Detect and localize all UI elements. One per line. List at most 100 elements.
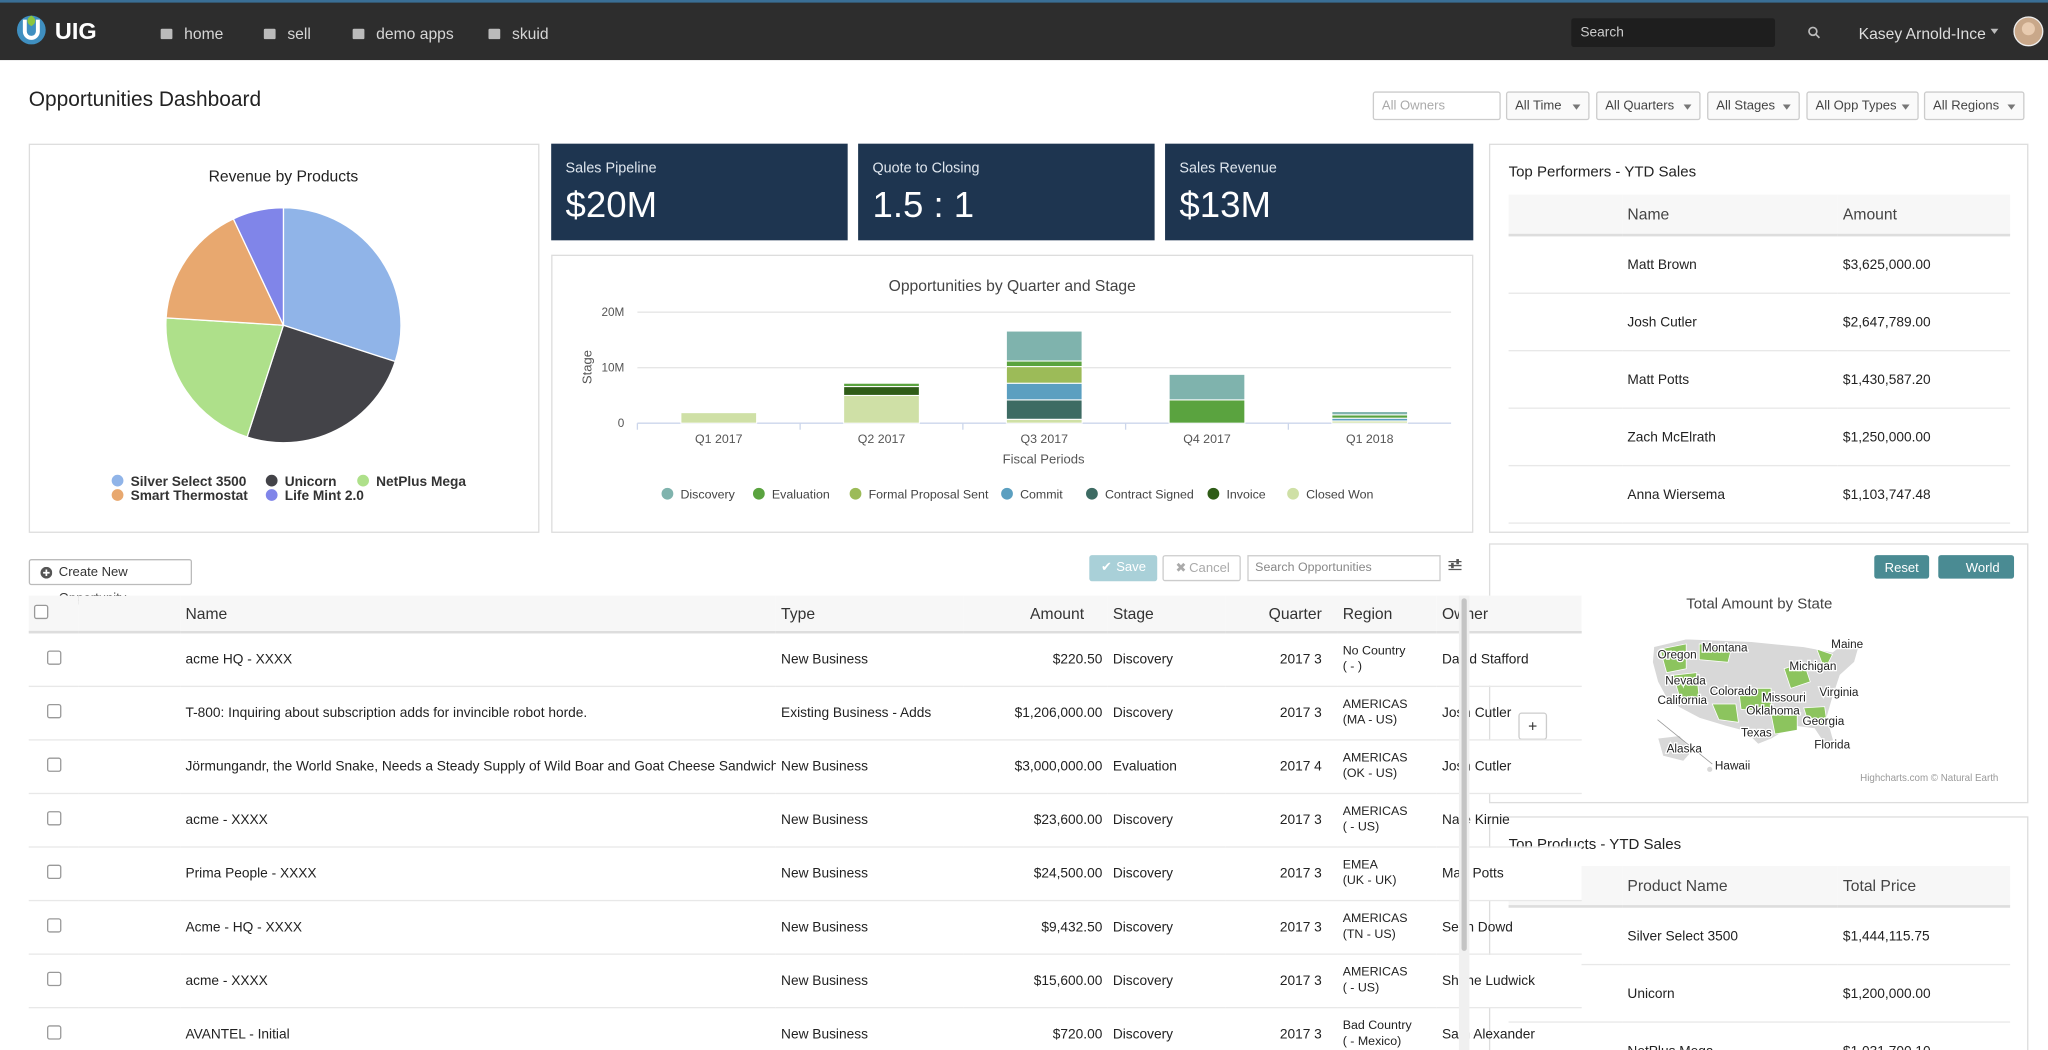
- action-cell[interactable]: [78, 632, 181, 688]
- header-cell[interactable]: Region: [1337, 595, 1437, 634]
- cell: $24,500.00: [963, 847, 1108, 902]
- filter-label: All Regions: [1933, 99, 2000, 114]
- bar-segment: [843, 394, 920, 424]
- logo-text[interactable]: UIG: [54, 18, 97, 45]
- checkbox-cell[interactable]: [28, 847, 79, 902]
- nav-label: home: [184, 24, 224, 44]
- table-row[interactable]: Anna Wiersema $1,103,747.48: [1508, 465, 2011, 524]
- table-row[interactable]: Prima People - XXXX New Business $24,500.0…: [28, 847, 1582, 902]
- legend-swatch: [1001, 487, 1013, 500]
- icon-cell: [1508, 293, 1623, 352]
- nav-item[interactable]: demo apps: [352, 24, 454, 44]
- create-button[interactable]: Create New Opportunity: [28, 559, 192, 606]
- table-row[interactable]: Josh Cutler $2,647,789.00: [1508, 293, 2011, 352]
- table-row[interactable]: Unicorn $1,200,000.00: [1508, 964, 2011, 1023]
- header-cell[interactable]: Type: [775, 595, 964, 634]
- filter[interactable]: All Owners: [1372, 91, 1501, 121]
- bar-segment: [680, 412, 758, 424]
- checkbox-cell[interactable]: [28, 632, 79, 688]
- header-label: Name: [185, 604, 228, 623]
- search-box[interactable]: Search: [1571, 18, 1776, 48]
- nav-item[interactable]: home: [160, 24, 224, 44]
- cell: $3,625,000.00: [1837, 235, 2011, 294]
- action-cell[interactable]: [78, 847, 181, 902]
- header-cell[interactable]: Quarter: [1225, 595, 1338, 634]
- cell: $220.50: [963, 632, 1108, 688]
- region-line: ( - US): [1342, 820, 1380, 835]
- user-avatar[interactable]: [2013, 16, 2044, 47]
- action-cell[interactable]: [78, 1007, 181, 1050]
- header-cell[interactable]: Name: [180, 595, 776, 634]
- table-row[interactable]: acme - XXXX New Business $23,600.00 Discove…: [28, 793, 1582, 848]
- checkbox-cell[interactable]: [28, 793, 79, 848]
- region-line: (MA - US): [1342, 713, 1398, 728]
- map-button[interactable]: [1874, 555, 1930, 579]
- search-opportunities[interactable]: Search Opportunities: [1247, 555, 1441, 582]
- cell: Jörmungandr, the World Snake, Needs a St…: [180, 739, 776, 795]
- checkbox-cell[interactable]: [28, 1007, 79, 1050]
- kpi-card: Quote to Closing 1.5 : 1: [858, 143, 1155, 241]
- header-label: Amount: [1030, 604, 1085, 623]
- search-icon[interactable]: [1808, 26, 1821, 39]
- action-cell[interactable]: [78, 954, 181, 1009]
- pie-slice: [165, 217, 285, 326]
- table-row[interactable]: Matt Potts $1,430,587.20: [1508, 350, 2011, 409]
- cell: Anna Wiersema: [1622, 465, 1838, 524]
- legend-swatch: [1086, 487, 1098, 500]
- action-cell[interactable]: [78, 686, 181, 741]
- cancel-button[interactable]: ✖ Cancel: [1162, 555, 1241, 582]
- plus-icon: [40, 566, 53, 579]
- filter[interactable]: All Stages: [1707, 91, 1800, 121]
- header-cell[interactable]: Amount: [963, 595, 1108, 634]
- state-label: Maine: [1831, 638, 1863, 651]
- filter[interactable]: All Regions: [1923, 91, 2025, 121]
- region-line: AMERICAS: [1342, 697, 1408, 712]
- table-row[interactable]: Jörmungandr, the World Snake, Needs a St…: [28, 739, 1582, 795]
- save-button[interactable]: ✔ Save: [1089, 555, 1158, 582]
- checkbox-cell[interactable]: [28, 954, 79, 1009]
- nav-label: demo apps: [376, 24, 454, 44]
- table-row[interactable]: Acme - HQ - XXXX New Business $9,432.50 Dis…: [28, 900, 1582, 955]
- region-line: AMERICAS: [1342, 911, 1408, 927]
- table-row[interactable]: AVANTEL - Initial New Business $720.00 Disc…: [28, 1007, 1582, 1050]
- scrollbar[interactable]: [1458, 595, 1470, 1050]
- filter[interactable]: All Opp Types: [1806, 91, 1919, 121]
- table-row[interactable]: acme HQ - XXXX New Business $220.50 Discove…: [28, 632, 1582, 688]
- x-tick-label: Q1 2018: [1346, 432, 1394, 446]
- cell: 2017 3: [1225, 954, 1338, 1009]
- state-shape: [1711, 703, 1739, 723]
- table-row[interactable]: Silver Select 3500 $1,444,115.75: [1508, 906, 2011, 966]
- action-cell[interactable]: [78, 793, 181, 848]
- filter-icon[interactable]: [1448, 559, 1462, 572]
- checkbox-cell[interactable]: [28, 900, 79, 955]
- nav-item[interactable]: sell: [263, 25, 311, 43]
- header-cell[interactable]: Stage: [1107, 595, 1226, 634]
- user-name[interactable]: Kasey Arnold-Ince: [1858, 24, 1986, 44]
- table-row[interactable]: T-800: Inquiring about subscription adds…: [28, 686, 1582, 741]
- x-axis-label: Fiscal Periods: [1003, 452, 1085, 467]
- user-caret[interactable]: [1990, 28, 1999, 34]
- inset-line: [1657, 719, 1713, 765]
- filter[interactable]: All Time: [1505, 91, 1590, 121]
- filter-label: All Time: [1515, 99, 1562, 114]
- table-row[interactable]: acme - XXXX New Business $15,600.00 Discove…: [28, 954, 1582, 1009]
- checkbox-cell[interactable]: [28, 686, 79, 741]
- filter[interactable]: All Quarters: [1596, 91, 1701, 121]
- action-cell[interactable]: [78, 739, 181, 795]
- chart-title: Revenue by Products: [209, 169, 359, 186]
- cell: $1,200,000.00: [1837, 964, 2011, 1023]
- header-label: Region: [1342, 604, 1393, 623]
- icon-cell: [1508, 235, 1623, 294]
- map-button[interactable]: [1938, 555, 2015, 579]
- table-row[interactable]: NetPlus Mega$1,031,700.10: [1508, 1022, 2011, 1050]
- caret: [1782, 104, 1791, 110]
- cell: 2017 3: [1225, 686, 1338, 741]
- nav-item[interactable]: skuid: [488, 25, 549, 43]
- table-row[interactable]: Matt Brown $3,625,000.00: [1508, 235, 2011, 294]
- checkbox-cell[interactable]: [28, 739, 79, 795]
- action-cell[interactable]: [78, 900, 181, 955]
- cell: $1,444,115.75: [1837, 906, 2011, 966]
- cell: AVANTEL - Initial: [180, 1007, 776, 1050]
- region-line: (UK - UK): [1342, 873, 1397, 889]
- table-row[interactable]: Zach McElrath $1,250,000.00: [1508, 408, 2011, 467]
